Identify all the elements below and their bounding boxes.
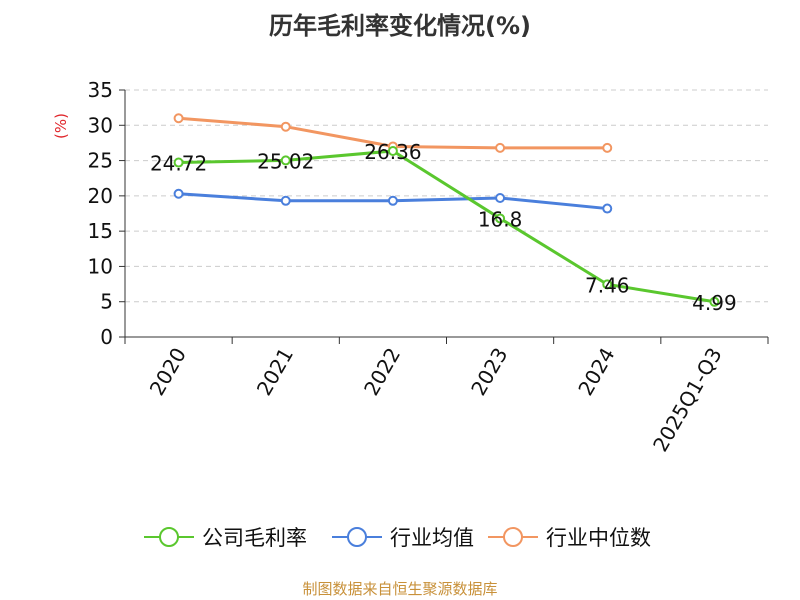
series-layer	[173, 113, 720, 307]
data-point[interactable]	[387, 195, 398, 206]
x-tick-label: 2025Q1-Q3	[648, 344, 727, 456]
legend-item[interactable]: 行业均值	[332, 526, 474, 550]
data-label: 26.36	[364, 140, 421, 164]
data-point[interactable]	[495, 142, 506, 153]
legend-label: 行业中位数	[546, 526, 651, 550]
y-tick-label: 0	[100, 325, 113, 349]
data-label: 25.02	[257, 149, 314, 173]
data-point[interactable]	[387, 145, 398, 156]
chart-title: 历年毛利率变化情况(%)	[269, 12, 531, 40]
x-tick-label: 2023	[466, 344, 512, 400]
y-axis-label: (%)	[52, 113, 70, 139]
source-note: 制图数据来自恒生聚源数据库	[302, 580, 498, 598]
data-label: 24.72	[150, 152, 207, 176]
y-tick-label: 10	[88, 254, 113, 278]
legend-swatch-marker	[503, 527, 523, 547]
data-point[interactable]	[173, 113, 184, 124]
data-label: 7.46	[585, 273, 630, 297]
data-point[interactable]	[280, 195, 291, 206]
data-point[interactable]	[280, 155, 291, 166]
data-label: 16.8	[478, 207, 523, 231]
data-point[interactable]	[173, 188, 184, 199]
series-line	[178, 149, 715, 304]
x-tick-label: 2024	[573, 344, 619, 400]
y-tick-label: 30	[88, 113, 113, 137]
data-point[interactable]	[173, 157, 184, 168]
y-tick-label: 20	[88, 184, 113, 208]
legend-item[interactable]: 公司毛利率	[144, 526, 307, 550]
data-point[interactable]	[602, 279, 613, 290]
data-point[interactable]	[602, 203, 613, 214]
legend-label: 公司毛利率	[202, 526, 307, 550]
data-point[interactable]	[495, 213, 506, 224]
data-point[interactable]	[495, 192, 506, 203]
x-tick-label: 2020	[145, 344, 191, 400]
data-label: 4.99	[692, 291, 737, 315]
y-tick-label: 35	[88, 78, 113, 102]
legend-label: 行业均值	[390, 526, 474, 550]
x-tick-label: 2022	[359, 344, 405, 400]
legend-item[interactable]: 行业中位数	[488, 526, 651, 550]
x-tick-label: 2021	[252, 344, 298, 400]
y-tick-label: 25	[88, 149, 113, 173]
y-tick-label: 15	[88, 219, 113, 243]
y-tick-label: 5	[100, 290, 113, 314]
grid-layer	[125, 89, 768, 303]
data-label-layer: 24.72 25.02 26.36 16.8 7.46 4.99	[150, 140, 737, 315]
legend-swatch-marker	[159, 527, 179, 547]
data-point[interactable]	[709, 296, 720, 307]
data-point[interactable]	[280, 121, 291, 132]
legend-swatch-marker	[347, 527, 367, 547]
legend[interactable]: 公司毛利率 行业均值 行业中位数	[144, 526, 651, 550]
data-point[interactable]	[602, 142, 613, 153]
